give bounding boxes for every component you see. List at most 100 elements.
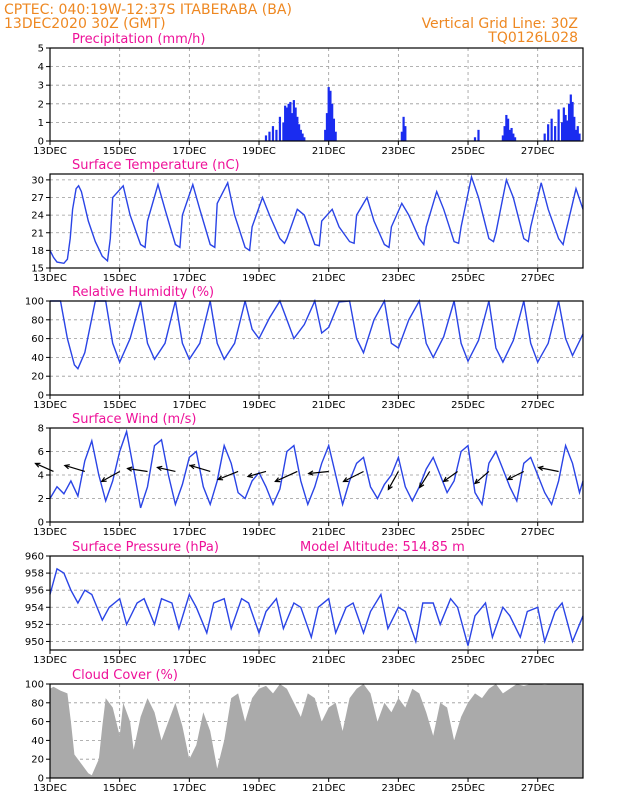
precip-bar bbox=[507, 118, 510, 141]
precip-bar bbox=[554, 126, 557, 141]
cloud-xtick-label: 17DEC bbox=[172, 783, 206, 794]
precip-bar bbox=[569, 94, 572, 141]
precip-bar bbox=[297, 124, 301, 141]
wind-panel: 0 2 4 6 8 13DEC 15DEC 17DEC 19DEC 21DEC 23DEC 25DEC… bbox=[33, 412, 584, 538]
temp-line bbox=[49, 174, 584, 265]
rh-title: Relative Humidity (%) bbox=[72, 285, 214, 300]
precip-bar bbox=[264, 135, 268, 141]
pres-ytick-label: 954 bbox=[25, 603, 44, 614]
precip-bar bbox=[571, 101, 574, 141]
cloud-xtick-label: 19DEC bbox=[242, 783, 276, 794]
wind-arrow-head bbox=[126, 466, 133, 472]
pres-xtick-label: 13DEC bbox=[33, 655, 67, 666]
wind-arrow-head bbox=[156, 465, 163, 472]
wind-arrow-head bbox=[63, 464, 70, 470]
precip-bar bbox=[301, 133, 304, 141]
precip-bar bbox=[329, 90, 332, 141]
precip-bar bbox=[402, 116, 405, 141]
precip-bar bbox=[473, 137, 477, 141]
precip-xtick-label: 17DEC bbox=[172, 146, 206, 157]
wind-arrow-head bbox=[246, 472, 254, 478]
pres-annotation: Model Altitude: 514.85 m bbox=[300, 540, 465, 555]
wind-arrow-head bbox=[216, 475, 224, 481]
temp-title: Surface Temperature (nC) bbox=[72, 158, 240, 173]
temp-ytick-label: 30 bbox=[31, 175, 44, 186]
header-station: CPTEC: 040:19W-12:37S ITABERABA (BA) bbox=[4, 2, 292, 18]
precip-xtick-label: 15DEC bbox=[103, 146, 137, 157]
cloud-xtick-label: 23DEC bbox=[381, 783, 415, 794]
precip-bar bbox=[271, 126, 275, 141]
precip-bar bbox=[289, 101, 292, 141]
rh-ytick-label: 100 bbox=[25, 297, 44, 308]
cloud-ytick-label: 0 bbox=[38, 774, 44, 785]
rh-xtick-label: 13DEC bbox=[33, 400, 67, 411]
precip-bar bbox=[477, 129, 480, 141]
precip-xtick-label: 13DEC bbox=[33, 146, 67, 157]
temp-panel: 15 18 21 24 27 30 13DEC 15DEC 17DEC 19DEC 21DEC 23D… bbox=[31, 158, 584, 284]
rh-ytick-label: 40 bbox=[31, 353, 44, 364]
precip-xtick-label: 27DEC bbox=[521, 146, 555, 157]
precip-bar bbox=[543, 133, 546, 141]
wind-ytick-label: 6 bbox=[38, 447, 44, 458]
wind-arrow-shaft bbox=[538, 466, 559, 473]
rh-xtick-label: 15DEC bbox=[103, 400, 137, 411]
rh-xtick-label: 25DEC bbox=[451, 400, 485, 411]
temp-xtick-label: 27DEC bbox=[521, 273, 555, 284]
wind-xtick-label: 15DEC bbox=[103, 527, 137, 538]
cloud-xtick-label: 13DEC bbox=[33, 783, 67, 794]
precip-bar bbox=[574, 129, 578, 141]
precip-bar bbox=[278, 116, 282, 141]
wind-arrow-head bbox=[342, 477, 349, 483]
cloud-xtick-label: 21DEC bbox=[312, 783, 346, 794]
cloud-ytick-label: 60 bbox=[31, 717, 44, 728]
pres-frame bbox=[49, 555, 584, 651]
precip-bar bbox=[400, 131, 403, 141]
wind-arrow-shaft bbox=[64, 464, 86, 473]
precip-ytick-label: 2 bbox=[38, 99, 44, 110]
wind-arrow-shaft bbox=[190, 464, 211, 473]
wind-ytick-label: 2 bbox=[38, 494, 44, 505]
precip-bar bbox=[294, 107, 297, 141]
wind-arrow-shaft bbox=[101, 470, 120, 482]
wind-arrow-head bbox=[100, 477, 107, 483]
rh-xtick-label: 23DEC bbox=[381, 400, 415, 411]
cloud-panel: 0 20 40 60 80 100 13DEC 15DEC 17DEC 19DEC 21DEC 23D… bbox=[25, 668, 584, 794]
pres-xtick-label: 23DEC bbox=[381, 655, 415, 666]
wind-xtick-label: 21DEC bbox=[312, 527, 346, 538]
wind-ytick-label: 0 bbox=[38, 518, 44, 529]
precip-bar bbox=[576, 126, 579, 141]
precip-ytick-label: 1 bbox=[38, 118, 44, 129]
wind-xtick-label: 25DEC bbox=[451, 527, 485, 538]
precip-ytick-label: 4 bbox=[38, 62, 44, 73]
wind-arrow-shaft bbox=[419, 471, 431, 488]
wind-arrow-shaft bbox=[343, 470, 364, 483]
pres-xtick-label: 19DEC bbox=[242, 655, 276, 666]
precip-xtick-label: 25DEC bbox=[451, 146, 485, 157]
cloud-ytick-label: 100 bbox=[25, 680, 44, 691]
wind-arrow-head bbox=[506, 475, 513, 481]
wind-arrow-shaft bbox=[443, 470, 458, 482]
wind-arrow-shaft bbox=[507, 470, 525, 481]
wind-arrow-shaft bbox=[474, 471, 490, 484]
wind-arrow-head bbox=[274, 477, 281, 483]
wind-arrow-head bbox=[387, 484, 393, 491]
wind-arrow-shaft bbox=[217, 470, 239, 481]
rh-ytick-label: 0 bbox=[38, 391, 44, 402]
precip-bar bbox=[573, 116, 576, 141]
wind-arrow-shaft bbox=[308, 470, 329, 475]
cloud-ytick-label: 40 bbox=[31, 736, 44, 747]
precip-bar bbox=[547, 124, 550, 141]
header-grid-note: Vertical Grid Line: 30Z bbox=[422, 16, 578, 32]
precip-frame bbox=[49, 47, 584, 142]
wind-arrow-head bbox=[537, 465, 544, 471]
pres-title: Surface Pressure (hPa) bbox=[72, 540, 219, 555]
precip-bar bbox=[282, 122, 285, 141]
wind-arrow-shaft bbox=[247, 470, 267, 478]
wind-xtick-label: 23DEC bbox=[381, 527, 415, 538]
precip-bar bbox=[512, 133, 515, 141]
precip-bar bbox=[324, 129, 327, 141]
wind-ytick-label: 8 bbox=[38, 424, 44, 435]
temp-xtick-label: 13DEC bbox=[33, 273, 67, 284]
